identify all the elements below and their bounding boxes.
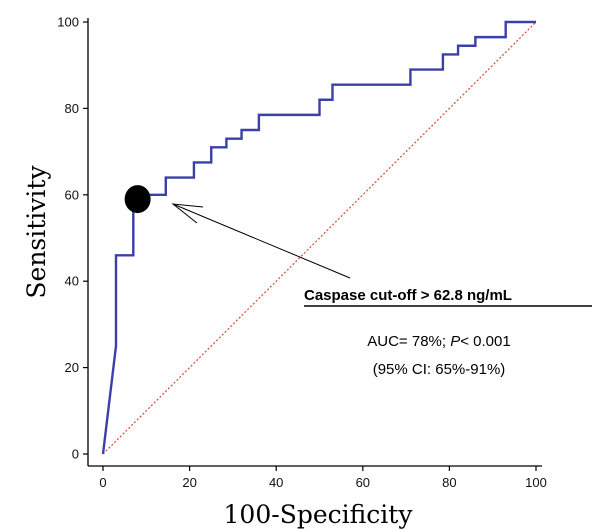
x-tick-label: 60: [356, 475, 370, 490]
series-layer: [101, 20, 537, 455]
y-tick-label: 20: [65, 360, 79, 375]
cutoff-label: Caspase cut-off > 62.8 ng/mL: [304, 287, 512, 304]
x-tick-label: 100: [525, 475, 547, 490]
auc-text: AUC= 78%; P< 0.001: [367, 333, 510, 350]
y-tick-label: 0: [72, 447, 79, 462]
y-tick-label: 100: [57, 15, 79, 30]
x-tick-label: 0: [99, 475, 106, 490]
y-tick-label: 80: [65, 101, 79, 116]
x-tick-label: 80: [442, 475, 456, 490]
p-suffix: < 0.001: [460, 333, 510, 350]
annotation-arrow-head: [171, 203, 204, 224]
cutoff-annotation: Caspase cut-off > 62.8 ng/mL AUC= 78%; P…: [171, 203, 592, 378]
cutoff-point-marker: [124, 185, 151, 214]
annotation-arrow-line: [172, 203, 351, 279]
axes: [87, 18, 542, 467]
p-symbol: P: [450, 333, 460, 350]
reference-diagonal-line: [102, 21, 537, 455]
x-axis-title: 100-Specificity: [224, 500, 414, 529]
y-tick-label: 40: [65, 274, 79, 289]
y-axis-title: Sensitivity: [22, 165, 51, 299]
auc-prefix: AUC= 78%;: [367, 333, 450, 350]
y-tick-label: 60: [65, 187, 79, 202]
roc-curve-line: [101, 20, 536, 455]
ticks: 0 20 40 60 80 100 0 20 40 60 80 100: [57, 15, 547, 491]
x-tick-label: 40: [269, 475, 283, 490]
ci-text: (95% CI: 65%-91%): [373, 361, 506, 378]
x-tick-label: 20: [182, 475, 196, 490]
